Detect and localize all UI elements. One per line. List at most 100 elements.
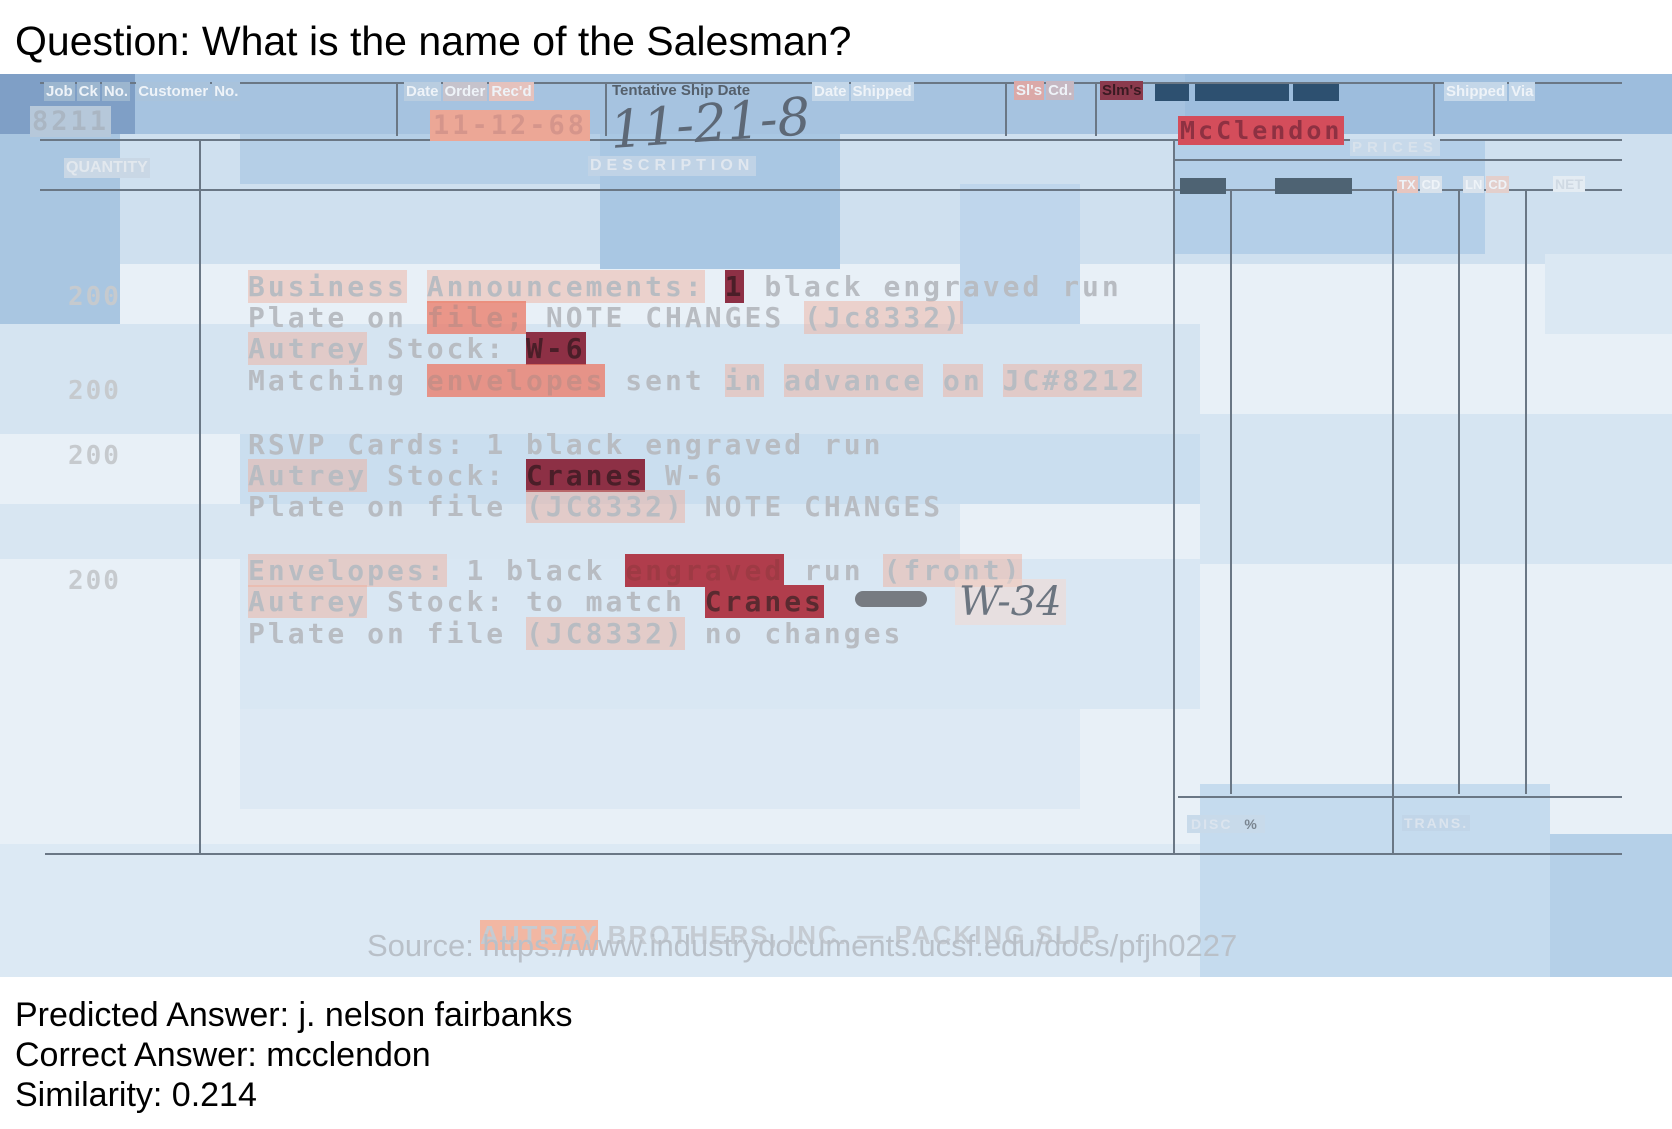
disc-rule: [1178, 796, 1622, 798]
word: match: [585, 585, 685, 618]
heatmap-tile: [1200, 784, 1550, 977]
description-line: Envelopes: 1 black engraved run (front): [248, 554, 1023, 587]
sls-cd-header: Sl's Cd.: [1014, 81, 1076, 100]
disc-label: DISC %: [1187, 815, 1265, 833]
word: CHANGES: [645, 301, 785, 334]
shipped-via-header: Shipped Via: [1444, 82, 1537, 101]
word: file: [426, 617, 507, 650]
word: Cranes: [704, 585, 824, 618]
salesman-name: McClendon: [1178, 116, 1345, 145]
word: advance: [784, 364, 924, 397]
word: file;: [426, 301, 527, 334]
header-word: Via: [1509, 82, 1536, 101]
description-header: DESCRIPTION: [588, 156, 757, 176]
word: W-6: [665, 459, 725, 492]
date-order-header: Date Order Rec'd: [404, 82, 536, 101]
heatmap-tile: [0, 844, 1200, 977]
heatmap-tile: [0, 504, 960, 559]
prices-column-line: [1173, 141, 1175, 853]
description-line: Autrey Stock: to match Cranes: [248, 585, 824, 618]
word: engraved: [625, 554, 785, 587]
scribble-mark: [855, 591, 927, 607]
net-header: NET: [1553, 176, 1585, 192]
header-word: No.: [101, 82, 131, 101]
job-number: 8211: [30, 106, 112, 137]
heatmap-tile: [1200, 414, 1672, 564]
word: W-6: [526, 332, 586, 365]
header-col-line: [396, 84, 398, 136]
word: engraved: [883, 270, 1043, 303]
word: on: [367, 301, 407, 334]
word: Announcements:: [426, 270, 705, 303]
header-word: Shipped: [850, 82, 914, 101]
heatmap-tile: [1550, 834, 1672, 977]
description-line: Plate on file (JC8332) NOTE CHANGES: [248, 490, 943, 523]
price-col-line: [1525, 189, 1527, 794]
header-word: Cd.: [1046, 81, 1075, 100]
line-quantity: 200: [68, 566, 121, 596]
word: Cranes: [526, 459, 646, 492]
heatmap-tile: [1175, 139, 1485, 254]
tx-header: TX CD: [1397, 176, 1444, 193]
heatmap-tile: [240, 134, 600, 184]
word: Plate: [248, 490, 348, 523]
heatmap-tile: [1545, 254, 1672, 334]
word: (JC8332): [526, 490, 685, 523]
prices-header: PRICES: [1350, 139, 1440, 156]
word: black: [764, 270, 864, 303]
tentative-ship-date-header: Tentative Ship Date: [612, 82, 751, 99]
word: RSVP: [248, 428, 328, 461]
word: Autrey: [248, 459, 368, 492]
word: (Jc8332): [804, 301, 963, 334]
word: run: [1062, 270, 1122, 303]
word: Plate: [248, 617, 348, 650]
description-line: Autrey Stock: Cranes W-6: [248, 459, 725, 492]
word: no: [704, 617, 745, 650]
word: 1: [466, 554, 487, 587]
price-col-line: [1392, 189, 1394, 853]
description-line: Autrey Stock: W-6: [248, 332, 586, 365]
trans-label: TRANS.: [1402, 815, 1471, 831]
word: Stock:: [387, 585, 507, 618]
packing-slip-title: AUTREY BROTHERS, INC. — PACKING SLIP: [480, 920, 1101, 951]
word: CHANGES: [804, 490, 944, 523]
heatmap-tile: [240, 709, 1080, 809]
word: on: [367, 617, 407, 650]
word: black: [526, 428, 626, 461]
price-col-line: [1230, 189, 1232, 794]
redacted-bar: [1155, 84, 1189, 101]
column-header-rule: [40, 189, 1622, 191]
description-line: Plate on file; NOTE CHANGES (Jc8332): [248, 301, 963, 334]
word: 1: [724, 270, 745, 303]
word: NOTE: [545, 301, 626, 334]
heatmap-tile: [960, 184, 1080, 324]
prices-rule: [1175, 159, 1622, 161]
packing-slip-document: Job Ck No. Customer No. Date Order Rec'd Tent…: [0, 74, 1672, 977]
slms-header: Slm's: [1100, 81, 1145, 100]
word: Envelopes:: [248, 554, 447, 587]
word: (JC8332): [526, 617, 685, 650]
source-text: Source: https://www.industrydocuments.uc…: [367, 928, 1238, 963]
price-col-line: [1458, 189, 1460, 794]
ln-header: LN CD: [1463, 176, 1511, 193]
header-col-line: [1095, 84, 1097, 136]
word: Stock:: [387, 332, 507, 365]
header-word: CD: [1486, 176, 1510, 193]
header-word: Slm's: [1100, 81, 1144, 100]
redacted-bar: [1293, 84, 1339, 101]
correct-answer: Correct Answer: mcclendon: [15, 1036, 431, 1074]
header-word: Sl's: [1014, 81, 1045, 100]
header-word: CD: [1419, 176, 1443, 193]
description-line: Business Announcements: 1 black engraved…: [248, 270, 1122, 303]
header-col-line: [605, 84, 607, 136]
word: sent: [625, 364, 705, 397]
word: JC#8212: [1002, 364, 1142, 397]
word: Plate: [248, 301, 348, 334]
bottom-rule: [45, 853, 1622, 855]
header-word: LN: [1463, 176, 1485, 193]
heatmap-tile: [240, 434, 1200, 504]
handwritten-note: W-34: [955, 579, 1066, 625]
word: changes: [764, 617, 904, 650]
word: Matching: [248, 364, 407, 397]
header-word: TX: [1397, 176, 1418, 193]
